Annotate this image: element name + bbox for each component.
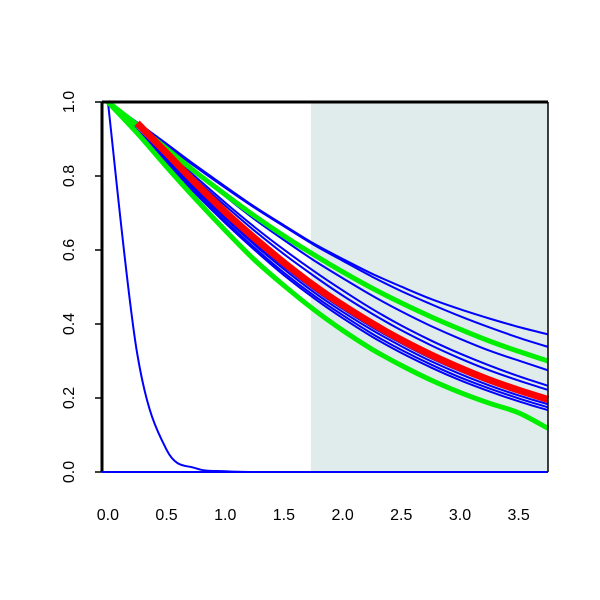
series-line-8 bbox=[107, 101, 549, 406]
series-line-9 bbox=[107, 101, 549, 409]
x-tick-label: 3.0 bbox=[449, 507, 471, 524]
x-tick-label: 0.5 bbox=[155, 507, 177, 524]
x-tick-label: 2.0 bbox=[331, 507, 353, 524]
x-tick-label: 1.0 bbox=[214, 507, 236, 524]
series-line-11 bbox=[106, 100, 549, 364]
y-tick-label: 0.4 bbox=[61, 313, 78, 335]
series-line-12 bbox=[106, 100, 550, 431]
y-tick-label: 0.0 bbox=[61, 461, 78, 483]
y-tick-label: 0.6 bbox=[61, 239, 78, 261]
y-tick-label: 1.0 bbox=[61, 91, 78, 113]
x-tick-label: 3.5 bbox=[508, 507, 530, 524]
x-tick-label: 1.5 bbox=[273, 507, 295, 524]
series-line-13 bbox=[134, 120, 550, 403]
y-tick-label: 0.8 bbox=[61, 165, 78, 187]
series-line-2 bbox=[107, 101, 549, 336]
series-layer bbox=[106, 100, 550, 474]
x-tick-label: 2.5 bbox=[390, 507, 412, 524]
axes-layer: 0.0 0.2 0.4 0.6 0.8 1.0 0.0 0.5 1.0 1.5 2.0 2.5 3.0 3… bbox=[61, 91, 549, 524]
series-line-3 bbox=[107, 101, 549, 348]
x-tick-label: 0.0 bbox=[97, 507, 119, 524]
shaded-region bbox=[310, 102, 548, 472]
series-line-10 bbox=[107, 101, 549, 412]
y-tick-label: 0.2 bbox=[61, 387, 78, 409]
